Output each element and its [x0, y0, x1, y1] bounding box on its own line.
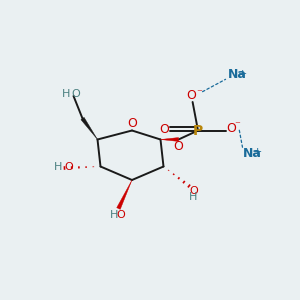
- Text: O: O: [226, 122, 236, 135]
- Text: +: +: [252, 147, 262, 158]
- Text: O: O: [174, 140, 183, 154]
- Text: ⁻: ⁻: [196, 88, 202, 98]
- Text: Na: Na: [228, 68, 247, 82]
- Polygon shape: [160, 137, 178, 141]
- Text: H: H: [189, 192, 198, 203]
- Text: O: O: [128, 117, 137, 130]
- Text: P: P: [193, 124, 203, 137]
- Text: H: H: [54, 161, 63, 172]
- Text: +: +: [237, 69, 247, 79]
- Text: O: O: [189, 186, 198, 197]
- Polygon shape: [81, 117, 98, 140]
- Text: ⁻: ⁻: [234, 120, 240, 130]
- Text: H: H: [62, 89, 70, 100]
- Text: O: O: [71, 89, 80, 100]
- Text: O: O: [64, 161, 73, 172]
- Text: O: O: [159, 123, 169, 136]
- Text: H: H: [110, 210, 118, 220]
- Text: Na: Na: [243, 147, 262, 160]
- Text: O: O: [186, 89, 196, 102]
- Polygon shape: [117, 180, 132, 209]
- Text: O: O: [116, 210, 125, 220]
